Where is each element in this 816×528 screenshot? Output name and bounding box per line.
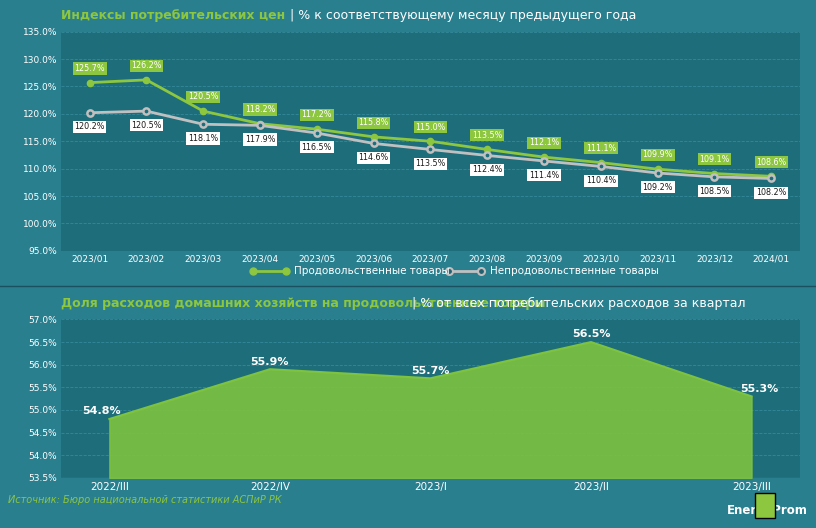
Text: 125.7%: 125.7% bbox=[74, 64, 105, 73]
Text: | % к соответствующему месяцу предыдущего года: | % к соответствующему месяцу предыдущег… bbox=[286, 10, 636, 23]
Text: Продовольственные товары: Продовольственные товары bbox=[294, 266, 450, 276]
Text: 55.9%: 55.9% bbox=[251, 356, 289, 366]
Text: 113.5%: 113.5% bbox=[472, 131, 503, 140]
Text: 111.1%: 111.1% bbox=[586, 144, 616, 153]
Text: 108.2%: 108.2% bbox=[756, 188, 787, 197]
Text: 115.8%: 115.8% bbox=[358, 118, 388, 127]
Text: 108.5%: 108.5% bbox=[699, 186, 730, 195]
Text: Доля расходов домашних хозяйств на продовольственные товары: Доля расходов домашних хозяйств на продо… bbox=[61, 297, 546, 310]
Text: EnergyProm: EnergyProm bbox=[727, 504, 808, 517]
Text: Индексы потребительских цен: Индексы потребительских цен bbox=[61, 10, 286, 23]
Text: 126.2%: 126.2% bbox=[131, 61, 162, 70]
Text: 111.4%: 111.4% bbox=[529, 171, 559, 180]
Text: 120.5%: 120.5% bbox=[131, 121, 162, 130]
Text: 113.5%: 113.5% bbox=[415, 159, 446, 168]
Text: 118.2%: 118.2% bbox=[245, 105, 275, 114]
Text: | % от всех потребительских расходов за квартал: | % от всех потребительских расходов за … bbox=[408, 297, 746, 310]
Text: 109.9%: 109.9% bbox=[642, 150, 673, 159]
Text: 118.1%: 118.1% bbox=[188, 134, 219, 143]
Text: 117.9%: 117.9% bbox=[245, 135, 275, 144]
Text: 55.7%: 55.7% bbox=[411, 365, 450, 375]
Text: 109.1%: 109.1% bbox=[699, 155, 730, 164]
Text: 112.4%: 112.4% bbox=[472, 165, 503, 174]
Text: 120.5%: 120.5% bbox=[188, 92, 219, 101]
Text: Источник: Бюро национальной статистики АСПиР РК: Источник: Бюро национальной статистики А… bbox=[8, 495, 282, 505]
Text: 112.1%: 112.1% bbox=[529, 138, 559, 147]
Text: 110.4%: 110.4% bbox=[586, 176, 616, 185]
Text: 117.2%: 117.2% bbox=[302, 110, 332, 119]
Text: 54.8%: 54.8% bbox=[82, 406, 121, 416]
Text: 55.3%: 55.3% bbox=[740, 384, 778, 394]
Text: 120.2%: 120.2% bbox=[74, 122, 104, 131]
Text: 116.5%: 116.5% bbox=[302, 143, 332, 152]
Text: 115.0%: 115.0% bbox=[415, 122, 446, 131]
Text: 114.6%: 114.6% bbox=[358, 153, 388, 162]
Text: 109.2%: 109.2% bbox=[642, 183, 673, 192]
Text: Непродовольственные товары: Непродовольственные товары bbox=[490, 266, 659, 276]
Text: 108.6%: 108.6% bbox=[756, 157, 787, 166]
FancyBboxPatch shape bbox=[755, 493, 775, 518]
Text: 56.5%: 56.5% bbox=[572, 329, 610, 340]
